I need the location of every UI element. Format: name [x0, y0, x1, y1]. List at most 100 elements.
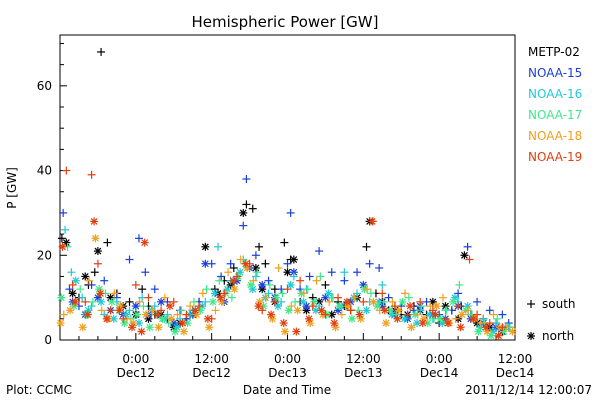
south-point	[202, 285, 211, 294]
legend-entry: NOAA-19	[528, 150, 582, 164]
south-point	[442, 306, 451, 315]
north-point	[425, 310, 434, 319]
north-point	[267, 310, 276, 319]
south-point	[337, 310, 346, 319]
north-point	[393, 314, 402, 323]
south-point	[249, 276, 258, 285]
north-point	[286, 280, 295, 289]
north-point	[201, 259, 210, 268]
north-point	[289, 255, 298, 264]
south-point	[493, 314, 502, 323]
north-point	[335, 302, 344, 311]
south-point	[403, 310, 412, 319]
south-point	[93, 259, 102, 268]
south-point	[264, 289, 273, 298]
south-point	[251, 272, 260, 281]
south-point	[413, 310, 422, 319]
south-point	[215, 276, 224, 285]
south-point	[217, 272, 226, 281]
south-point	[262, 293, 271, 302]
south-point	[135, 297, 144, 306]
north-point	[229, 276, 238, 285]
legend-entry: NOAA-15	[528, 66, 582, 80]
south-point	[479, 314, 488, 323]
south-point	[119, 314, 128, 323]
south-point	[283, 285, 292, 294]
north-point	[317, 306, 326, 315]
north-point	[310, 297, 319, 306]
north-point	[302, 302, 311, 311]
north-point	[299, 297, 308, 306]
south-point	[189, 297, 198, 306]
south-point	[264, 276, 273, 285]
south-point	[265, 280, 274, 289]
north-point	[394, 306, 403, 315]
north-point	[280, 327, 289, 336]
south-point	[261, 259, 270, 268]
south-point	[125, 306, 134, 315]
north-point	[171, 327, 180, 336]
south-point	[211, 306, 220, 315]
x-tick-time-label: 0:00	[426, 352, 453, 366]
south-point	[125, 255, 134, 264]
south-point	[286, 208, 295, 217]
south-point	[296, 276, 305, 285]
north-point	[183, 319, 192, 328]
south-point	[100, 310, 109, 319]
north-point	[355, 310, 364, 319]
south-point	[455, 280, 464, 289]
south-point	[226, 259, 235, 268]
south-point	[316, 272, 325, 281]
north-point	[102, 314, 111, 323]
north-point	[241, 259, 250, 268]
south-point	[384, 293, 393, 302]
north-point	[324, 289, 333, 298]
north-point	[342, 297, 351, 306]
south-point	[195, 302, 204, 311]
south-point	[164, 319, 173, 328]
north-point	[239, 208, 248, 217]
north-point	[141, 310, 150, 319]
south-point	[253, 268, 262, 277]
south-point	[287, 302, 296, 311]
south-point	[280, 238, 289, 247]
north-point	[90, 217, 99, 226]
south-point	[176, 314, 185, 323]
south-point	[416, 297, 425, 306]
south-point	[366, 289, 375, 298]
north-point	[456, 323, 465, 332]
south-point	[485, 306, 494, 315]
south-point	[157, 306, 166, 315]
south-point	[248, 204, 257, 213]
south-point	[476, 319, 485, 328]
south-point	[110, 289, 119, 298]
south-point	[451, 314, 460, 323]
south-point	[441, 314, 450, 323]
south-point	[242, 200, 251, 209]
north-point	[279, 319, 288, 328]
x-axis-title: Date and Time	[243, 383, 331, 397]
north-point	[167, 314, 176, 323]
south-point	[334, 293, 343, 302]
chart-title: Hemispheric Power [GW]	[192, 13, 379, 31]
north-point	[368, 217, 377, 226]
south-point	[274, 263, 283, 272]
south-point	[454, 289, 463, 298]
x-tick-layer: 0:00Dec1212:00Dec120:00Dec1312:00Dec130:…	[59, 333, 534, 380]
north-point	[56, 319, 65, 328]
south-point	[57, 234, 66, 243]
south-point	[438, 293, 447, 302]
south-point	[62, 166, 71, 175]
north-point	[356, 314, 365, 323]
south-point	[255, 242, 264, 251]
north-point	[165, 302, 174, 311]
north-point	[93, 247, 102, 256]
south-point	[186, 302, 195, 311]
north-point	[153, 310, 162, 319]
south-point	[251, 251, 260, 260]
x-tick-date-label: Dec13	[344, 366, 383, 380]
south-point	[390, 302, 399, 311]
south-point	[473, 310, 482, 319]
north-point	[217, 297, 226, 306]
